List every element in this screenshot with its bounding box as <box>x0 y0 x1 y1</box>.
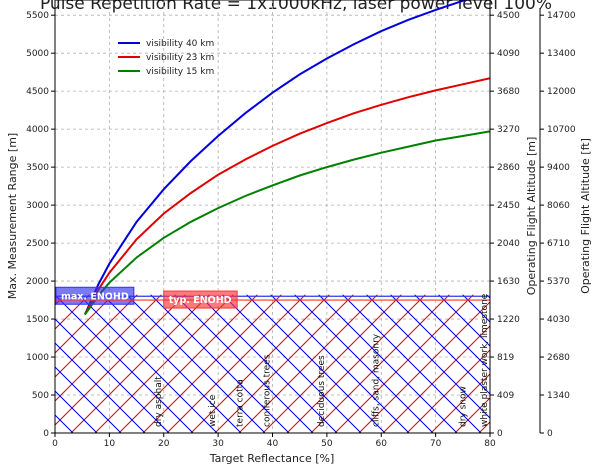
y-tick-label: 4000 <box>26 125 49 135</box>
y-axis-label: Max. Measurement Range [m] <box>6 133 19 299</box>
y3-tick-label: 4030 <box>547 315 570 325</box>
y3-tick-label: 2680 <box>547 353 570 363</box>
legend-label: visibility 15 km <box>146 67 214 77</box>
x-tick-label: 10 <box>104 439 116 449</box>
surface-label: cliffs, sand, masonry <box>371 333 381 427</box>
y2-tick-label: 2040 <box>497 239 520 249</box>
y-tick-label: 4500 <box>26 87 49 97</box>
y2-tick-label: 409 <box>497 391 514 401</box>
y2-tick-label: 0 <box>497 429 503 439</box>
legend: visibility 40 km visibility 23 km visibili… <box>118 39 214 77</box>
x-tick-label: 50 <box>321 439 333 449</box>
y3-tick-label: 6710 <box>547 239 570 249</box>
y-tick-label: 1000 <box>26 353 49 363</box>
chart-title: Pulse Repetition Rate = 1x1000kHz, laser… <box>40 0 552 14</box>
y2-tick-label: 1630 <box>497 277 520 287</box>
surface-label: dry snow <box>458 386 468 427</box>
y3-tick-label: 8060 <box>547 201 570 211</box>
y2-tick-label: 3270 <box>497 125 520 135</box>
hatch-region <box>55 294 490 433</box>
y-tick-label: 0 <box>43 429 49 439</box>
y3-tick-label: 13400 <box>547 49 576 59</box>
y-tick-label: 500 <box>32 391 49 401</box>
y3-tick-label: 1340 <box>547 391 570 401</box>
y-tick-label: 2000 <box>26 277 49 287</box>
legend-label: visibility 23 km <box>146 53 214 63</box>
x-tick-label: 60 <box>376 439 388 449</box>
hatch-blue <box>55 294 490 433</box>
y2-tick-label: 1220 <box>497 315 520 325</box>
y2-tick-label: 3680 <box>497 87 520 97</box>
x-axis-label: Target Reflectance [%] <box>209 452 335 465</box>
x-tick-label: 0 <box>52 439 58 449</box>
enohd-label: typ. ENOHD <box>169 295 232 306</box>
y2-tick-label: 4090 <box>497 49 520 59</box>
y3-tick-label: 12000 <box>547 87 576 97</box>
y2-tick-label: 2860 <box>497 163 520 173</box>
series-line <box>84 130 490 316</box>
y3-tick-label: 5370 <box>547 277 570 287</box>
surface-label: terra cotta <box>235 379 245 427</box>
y2-tick-label: 819 <box>497 353 514 363</box>
y2-axis-label: Operating Flight Altitude [m] <box>525 137 538 295</box>
surface-label: coniferous trees <box>263 354 273 427</box>
y-tick-label: 2500 <box>26 239 49 249</box>
y-tick-label: 3000 <box>26 201 49 211</box>
y3-tick-label: 9400 <box>547 163 570 173</box>
x-tick-label: 40 <box>267 439 279 449</box>
surface-label: wet ice <box>208 394 218 427</box>
series-line <box>84 77 490 315</box>
legend-label: visibility 40 km <box>146 39 214 49</box>
y3-tick-label: 0 <box>547 429 553 439</box>
y3-axis-label: Operating Flight Altitude [ft] <box>579 138 592 294</box>
x-tick-label: 80 <box>484 439 496 449</box>
y2-tick-label: 2450 <box>497 201 520 211</box>
y3-tick-label: 10700 <box>547 125 576 135</box>
surface-label: dry asphalt <box>154 376 164 427</box>
y-tick-label: 5500 <box>26 11 49 21</box>
surface-label: white plaster work, limestone <box>480 293 490 427</box>
enohd-label: max. ENOHD <box>61 291 129 302</box>
y-tick-label: 1500 <box>26 315 49 325</box>
surface-label: deciduous trees <box>317 355 327 427</box>
x-tick-label: 30 <box>212 439 224 449</box>
y-tick-label: 3500 <box>26 163 49 173</box>
enohd-box <box>163 290 238 309</box>
x-tick-label: 20 <box>158 439 170 449</box>
series-line <box>83 0 469 315</box>
x-tick-label: 70 <box>430 439 442 449</box>
y3-tick-label: 14700 <box>547 11 576 21</box>
y2-tick-label: 4500 <box>497 11 520 21</box>
y-tick-label: 5000 <box>26 49 49 59</box>
